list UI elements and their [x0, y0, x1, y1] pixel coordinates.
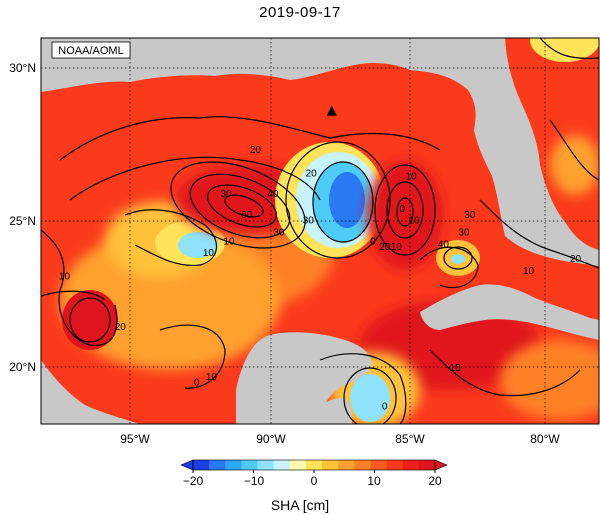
colorbar-swatch — [273, 460, 291, 470]
mexico-west — [41, 360, 140, 424]
contour-label: 30 — [458, 227, 470, 238]
graticule — [41, 38, 599, 424]
colorbar-swatch — [209, 460, 226, 470]
contour-label: 0 — [194, 378, 200, 389]
map-frame — [40, 37, 600, 425]
cbar-tick-10: 10 — [367, 474, 381, 488]
contour-label: 60 — [241, 210, 253, 221]
cbar-tick-minus20: −20 — [183, 474, 204, 488]
contour-label: 20 — [306, 169, 318, 180]
contour-label: 20 — [250, 145, 262, 156]
contour-label: 10 — [408, 216, 420, 227]
colorbar-swatch — [241, 460, 259, 470]
contour-label: 30 — [220, 189, 232, 200]
colorbar-swatch — [225, 460, 242, 470]
contour-label: 20 — [570, 254, 582, 265]
contour-label: 10 — [450, 363, 462, 374]
colorbar-title: SHA [cm] — [270, 497, 330, 513]
colorbar-ticks: −20 −10 0 10 20 — [183, 474, 442, 488]
colorbar-swatch — [289, 460, 307, 470]
lon-tick-85: 85°W — [395, 432, 425, 446]
longitude-ticks: 95°W 90°W 85°W 80°W — [120, 432, 560, 446]
colorbar-max-extend — [434, 459, 448, 471]
station-triangle-marker — [326, 105, 337, 116]
us-gulf-coast — [41, 38, 540, 168]
cbar-tick-0: 0 — [311, 474, 318, 488]
colorbar-swatch — [322, 460, 339, 470]
lat-tick-30: 30°N — [9, 61, 36, 75]
colorbar-swatch — [354, 460, 371, 470]
lat-tick-25: 25°N — [9, 214, 36, 228]
contour-label: 10 — [203, 248, 215, 259]
atlantic-ocean — [505, 38, 599, 250]
central-america — [300, 397, 352, 424]
map-date-title: 2019-09-17 — [259, 4, 341, 21]
contour-label: 0 — [399, 204, 405, 215]
cbar-tick-minus10: −10 — [244, 474, 265, 488]
sha-contours — [41, 38, 599, 424]
lon-tick-90: 90°W — [256, 432, 286, 446]
contour-label: 10 — [59, 272, 71, 283]
contour-label: 40 — [438, 239, 450, 250]
contour-label: 20 — [115, 322, 127, 333]
contour-label: 10 — [405, 171, 417, 182]
contour-label: 20 — [379, 242, 391, 253]
colorbar-swatch — [418, 460, 436, 470]
contour-label: 40 — [267, 189, 279, 200]
colorbar-swatch — [386, 460, 404, 470]
contour-label: 10 — [391, 242, 403, 253]
cbar-tick-20: 20 — [428, 474, 442, 488]
credit-label: NOAA/AOML — [58, 45, 123, 57]
colorbar-min-extend — [180, 459, 194, 471]
colorbar — [180, 459, 448, 473]
lon-tick-80: 80°W — [530, 432, 560, 446]
lat-tick-20: 20°N — [9, 360, 36, 374]
sha-anomaly-patches — [60, 38, 599, 424]
colorbar-swatch — [193, 460, 210, 470]
colorbar-swatch — [402, 460, 420, 470]
cuba — [420, 284, 599, 340]
colorbar-swatch — [257, 460, 275, 470]
contour-label: 10 — [206, 372, 218, 383]
credit-box: NOAA/AOML — [51, 41, 131, 59]
colorbar-swatch — [305, 460, 323, 470]
contour-label: 30 — [464, 210, 476, 221]
contour-label: 0 — [382, 401, 388, 412]
lon-tick-95: 95°W — [120, 432, 150, 446]
latitude-ticks: 30°N 25°N 20°N — [9, 61, 36, 374]
contour-label: 10 — [223, 236, 235, 247]
contour-label: 0 — [370, 236, 376, 247]
colorbar-swatch — [370, 460, 388, 470]
contour-label: 10 — [523, 266, 535, 277]
contour-label: 30 — [273, 227, 285, 238]
contour-label: 30 — [303, 216, 315, 227]
colorbar-swatch — [338, 460, 355, 470]
